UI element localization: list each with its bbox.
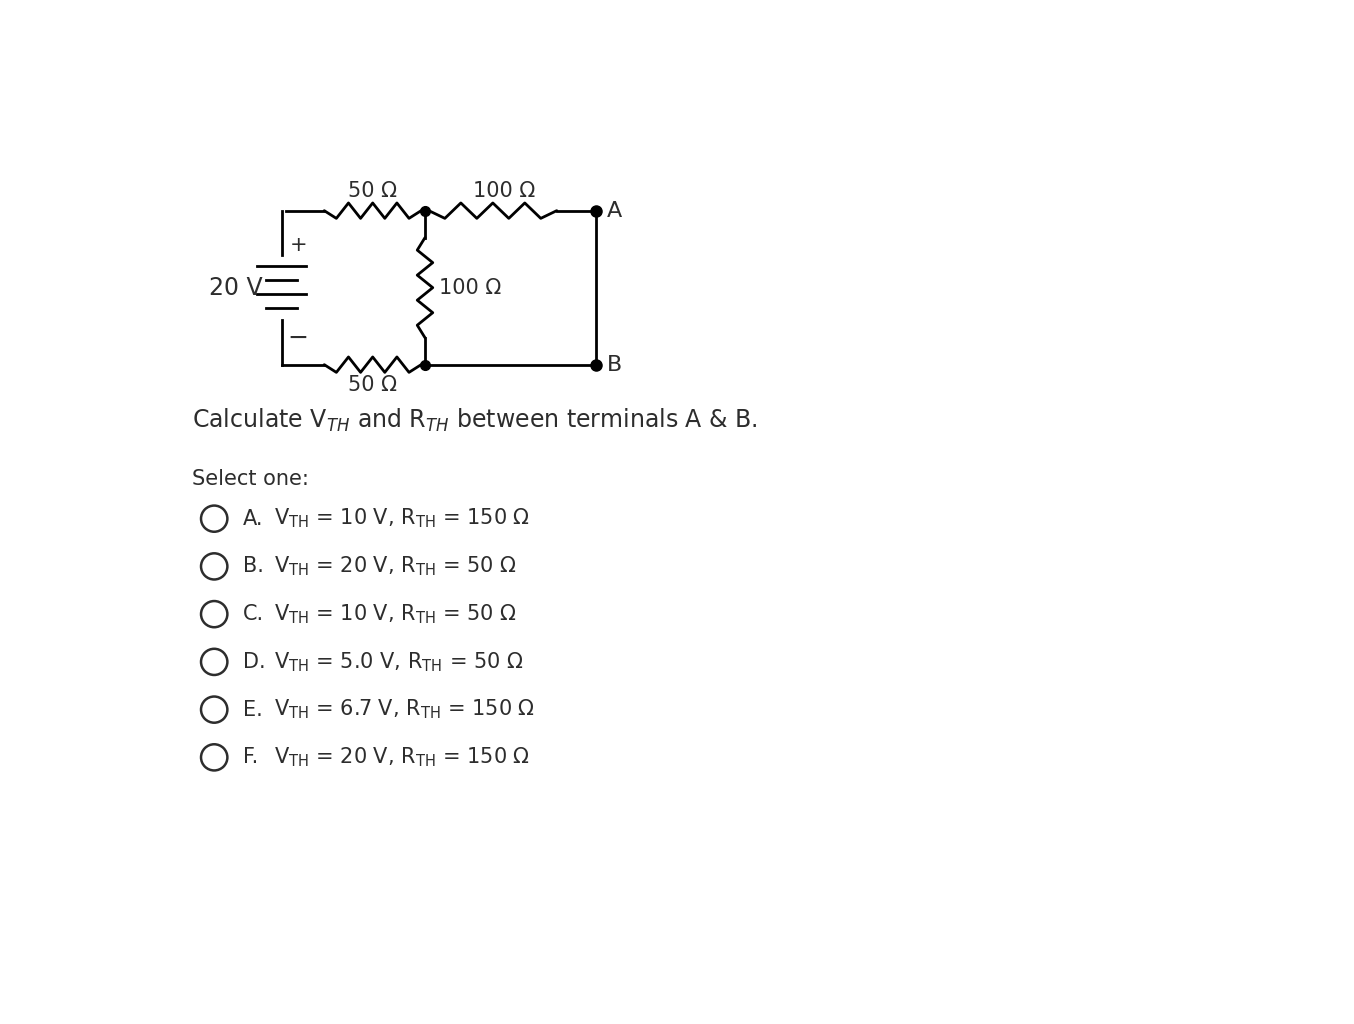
- Text: V$_{\mathsf{TH}}$ = 20 V, R$_{\mathsf{TH}}$ = 50 Ω: V$_{\mathsf{TH}}$ = 20 V, R$_{\mathsf{TH…: [274, 555, 517, 579]
- Text: V$_{\mathsf{TH}}$ = 10 V, R$_{\mathsf{TH}}$ = 150 Ω: V$_{\mathsf{TH}}$ = 10 V, R$_{\mathsf{TH…: [274, 507, 529, 530]
- Text: E.: E.: [242, 699, 263, 720]
- Text: V$_{\mathsf{TH}}$ = 20 V, R$_{\mathsf{TH}}$ = 150 Ω: V$_{\mathsf{TH}}$ = 20 V, R$_{\mathsf{TH…: [274, 745, 529, 769]
- Text: B.: B.: [242, 556, 264, 577]
- Text: 50 Ω: 50 Ω: [348, 180, 397, 201]
- Text: V$_{\mathsf{TH}}$ = 6.7 V, R$_{\mathsf{TH}}$ = 150 Ω: V$_{\mathsf{TH}}$ = 6.7 V, R$_{\mathsf{T…: [274, 697, 535, 722]
- Text: +: +: [290, 236, 307, 255]
- Text: 50 Ω: 50 Ω: [348, 375, 397, 394]
- Text: −: −: [288, 327, 309, 350]
- Text: V$_{\mathsf{TH}}$ = 5.0 V, R$_{\mathsf{TH}}$ = 50 Ω: V$_{\mathsf{TH}}$ = 5.0 V, R$_{\mathsf{T…: [274, 650, 524, 674]
- Text: C.: C.: [242, 604, 264, 625]
- Text: V$_{\mathsf{TH}}$ = 10 V, R$_{\mathsf{TH}}$ = 50 Ω: V$_{\mathsf{TH}}$ = 10 V, R$_{\mathsf{TH…: [274, 602, 517, 626]
- Text: 20 V: 20 V: [209, 275, 263, 300]
- Text: Select one:: Select one:: [192, 469, 309, 488]
- Text: 100 Ω: 100 Ω: [474, 180, 536, 201]
- Text: Calculate V$_{TH}$ and R$_{TH}$ between terminals A & B.: Calculate V$_{TH}$ and R$_{TH}$ between …: [192, 407, 758, 434]
- Text: F.: F.: [242, 748, 259, 767]
- Text: D.: D.: [242, 652, 265, 672]
- Text: B: B: [607, 354, 623, 375]
- Text: 100 Ω: 100 Ω: [439, 278, 501, 298]
- Text: A: A: [607, 201, 623, 220]
- Text: A.: A.: [242, 509, 264, 528]
